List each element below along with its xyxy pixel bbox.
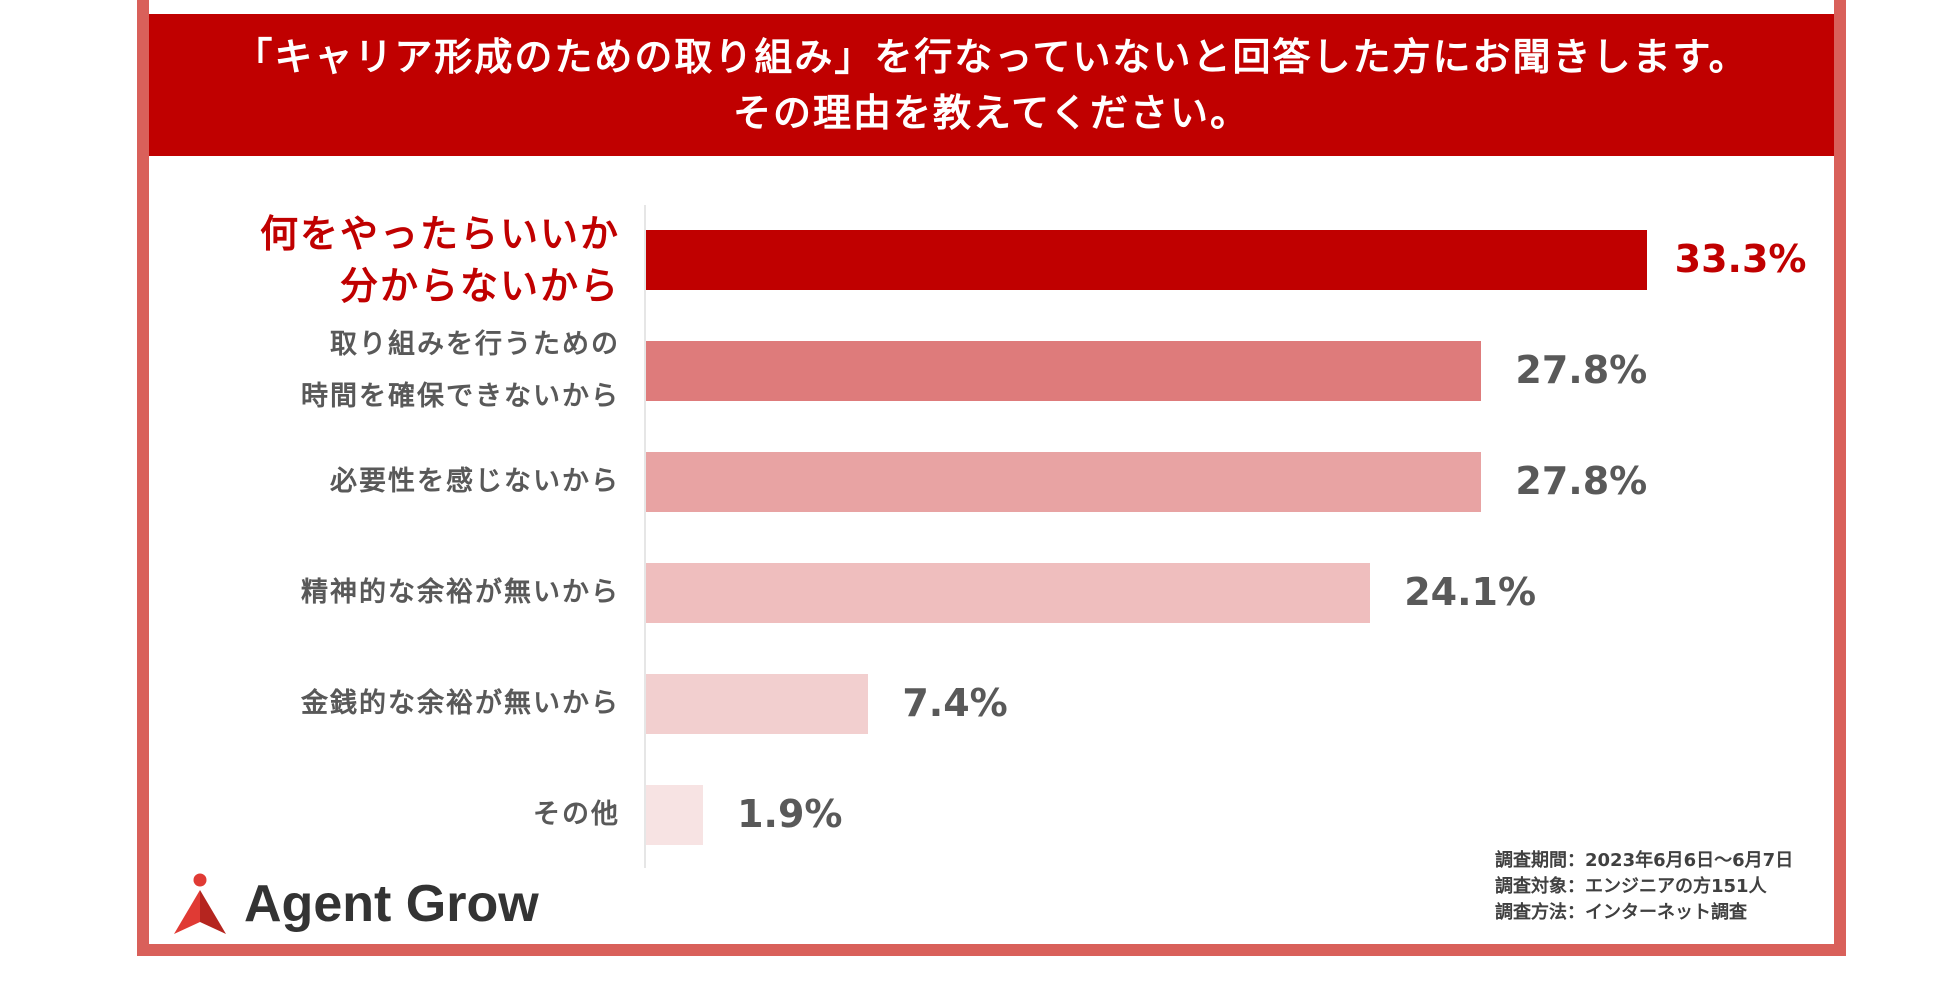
category-label-6: その他 (150, 789, 620, 841)
category-axis-line (644, 205, 646, 868)
value-label-2: 27.8% (1515, 348, 1648, 392)
category-label-line: 精神的な余裕が無いから (301, 577, 620, 608)
bar-1 (646, 230, 1647, 290)
value-label-5: 7.4% (902, 681, 1008, 725)
category-label-line: 何をやったらいいか (259, 212, 620, 256)
value-label-6: 1.9% (737, 792, 843, 836)
logo-text: Agent Grow (244, 875, 539, 933)
category-label-line: 金銭的な余裕が無いから (301, 688, 620, 719)
category-label-line: その他 (533, 799, 620, 830)
chart-title-line-1: 「キャリア形成のための取り組み」を行なっていないと回答した方にお聞きします。 (234, 35, 1749, 79)
agent-grow-logo: Agent Grow (172, 872, 539, 936)
category-label-2: 取り組みを行うための時間を確保できないから (150, 319, 620, 423)
survey-notes: 調査期間：2023年6月6日～6月7日 調査対象：エンジニアの方151人 調査方… (1495, 848, 1793, 926)
survey-period: 調査期間：2023年6月6日～6月7日 (1495, 850, 1794, 871)
bar-4 (646, 563, 1371, 623)
category-label-line: 分からないから (339, 264, 620, 308)
category-label-5: 金銭的な余裕が無いから (150, 678, 620, 730)
agent-grow-logo-icon (174, 873, 226, 934)
category-label-line: 時間を確保できないから (301, 381, 620, 412)
survey-target: 調査対象：エンジニアの方151人 (1495, 876, 1767, 897)
survey-method: 調査方法：インターネット調査 (1495, 902, 1747, 923)
bar-3 (646, 452, 1482, 512)
category-label-line: 必要性を感じないから (330, 466, 620, 497)
category-label-line: 取り組みを行うための (330, 329, 620, 360)
category-label-1: 何をやったらいいか分からないから (150, 208, 620, 312)
value-label-1: 33.3% (1674, 237, 1807, 281)
category-label-3: 必要性を感じないから (150, 456, 620, 508)
value-label-3: 27.8% (1515, 459, 1648, 503)
category-label-4: 精神的な余裕が無いから (150, 567, 620, 619)
value-label-4: 24.1% (1404, 570, 1537, 614)
chart-title: 「キャリア形成のための取り組み」を行なっていないと回答した方にお聞きします。 そ… (149, 14, 1834, 156)
bar-6 (646, 785, 704, 845)
bar-2 (646, 341, 1482, 401)
chart-title-line-2: その理由を教えてください。 (733, 91, 1250, 135)
bar-5 (646, 674, 869, 734)
